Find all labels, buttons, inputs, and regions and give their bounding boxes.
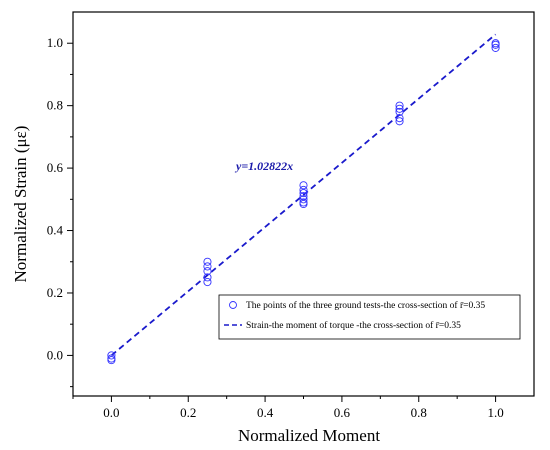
data-point bbox=[395, 117, 404, 126]
legend-fit-label: Strain-the moment of torque -the cross-s… bbox=[246, 320, 461, 331]
data-point bbox=[395, 107, 404, 116]
y-tick-label: 0.6 bbox=[47, 160, 64, 175]
data-point bbox=[203, 267, 212, 276]
data-point bbox=[299, 181, 308, 190]
data-point bbox=[395, 101, 404, 110]
data-point bbox=[203, 273, 212, 282]
axis-ticks: 0.0 0.2 0.4 0.6 0.8 1.0 0.0 0.2 0.4 0.6 0.8 1.0 bbox=[47, 35, 504, 420]
data-point bbox=[395, 114, 404, 123]
data-points-layer bbox=[107, 39, 500, 365]
x-axis-title: Normalized Moment bbox=[238, 426, 380, 445]
x-tick-label: 0.6 bbox=[334, 405, 351, 420]
x-tick-label: 0.2 bbox=[180, 405, 196, 420]
y-tick-label: 0.2 bbox=[47, 285, 63, 300]
y-tick-label: 0.4 bbox=[47, 223, 64, 238]
y-tick-label: 1.0 bbox=[47, 35, 63, 50]
data-point bbox=[107, 351, 116, 360]
data-point bbox=[299, 189, 308, 198]
y-axis-title: Normalized Strain (με) bbox=[11, 126, 30, 283]
data-point bbox=[107, 356, 116, 365]
x-tick-label: 0.4 bbox=[257, 405, 274, 420]
data-point bbox=[395, 104, 404, 113]
y-tick-label: 0.0 bbox=[47, 347, 63, 362]
legend: The points of the three ground tests-the… bbox=[218, 294, 521, 340]
data-point bbox=[203, 262, 212, 271]
data-point bbox=[491, 40, 500, 49]
data-point bbox=[203, 257, 212, 266]
data-point bbox=[491, 43, 500, 52]
legend-box bbox=[218, 294, 521, 340]
legend-points-label: The points of the three ground tests-the… bbox=[246, 300, 485, 311]
x-tick-label: 0.0 bbox=[103, 405, 119, 420]
y-tick-label: 0.8 bbox=[47, 98, 63, 113]
legend-points-symbol bbox=[229, 301, 237, 309]
data-point bbox=[203, 277, 212, 287]
x-tick-label: 1.0 bbox=[487, 405, 503, 420]
data-point bbox=[299, 185, 308, 195]
data-point bbox=[299, 192, 308, 201]
data-point bbox=[299, 195, 308, 204]
fit-line bbox=[110, 33, 497, 357]
fit-equation-annotation: y=1.02822x bbox=[234, 159, 293, 173]
x-tick-label: 0.8 bbox=[411, 405, 427, 420]
data-point bbox=[299, 199, 308, 209]
fit-line-layer bbox=[110, 33, 497, 357]
